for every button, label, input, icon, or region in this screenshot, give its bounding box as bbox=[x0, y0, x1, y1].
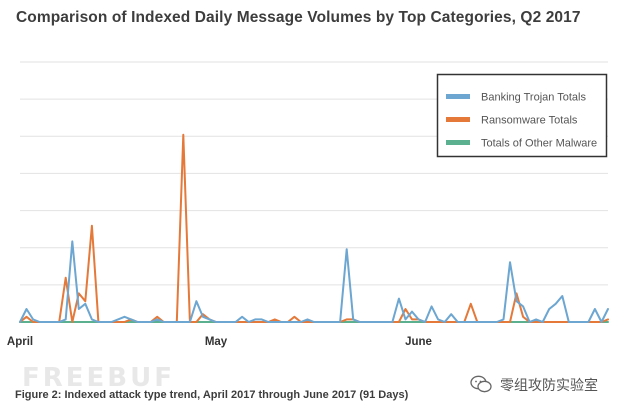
series-line bbox=[19, 240, 609, 323]
legend-swatch bbox=[446, 94, 470, 99]
wechat-icon bbox=[470, 375, 492, 393]
watermark-text: FREEBUF bbox=[22, 363, 175, 393]
x-tick-label: May bbox=[205, 336, 228, 348]
legend-label: Ransomware Totals bbox=[481, 115, 578, 127]
legend-label: Banking Trojan Totals bbox=[481, 92, 586, 104]
x-tick-label: April bbox=[7, 336, 33, 348]
chart-title: Comparison of Indexed Daily Message Volu… bbox=[16, 9, 581, 26]
legend-label: Totals of Other Malware bbox=[481, 138, 597, 150]
x-tick-label: June bbox=[405, 336, 432, 348]
legend: Banking Trojan Totals Ransomware Totals To… bbox=[436, 73, 608, 158]
brand-stamp: 零组攻防实验室 bbox=[470, 374, 620, 396]
figure-caption: Figure 2: Indexed attack type trend, Apr… bbox=[15, 389, 409, 401]
x-axis: April May June bbox=[7, 336, 432, 348]
legend-swatch bbox=[446, 140, 470, 145]
series-line bbox=[19, 133, 609, 323]
legend-swatch bbox=[446, 117, 470, 122]
brand-text: 零组攻防实验室 bbox=[500, 378, 598, 394]
series-lines bbox=[19, 133, 609, 323]
watermark-logo: FREEBUF bbox=[22, 363, 175, 393]
